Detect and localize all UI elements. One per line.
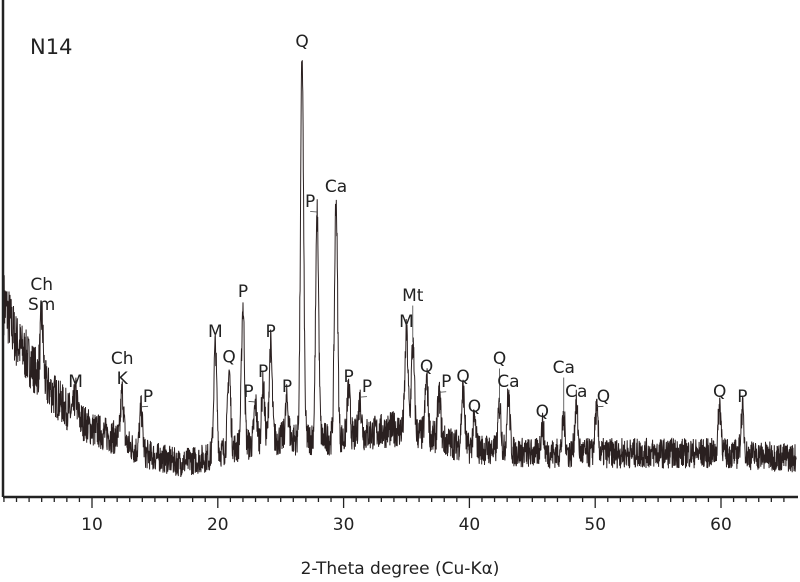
label-leader-line xyxy=(248,401,256,403)
peak-label-group: Q xyxy=(713,382,726,402)
peak-label-group: Ca xyxy=(553,358,575,378)
peak-label: P xyxy=(266,322,276,342)
peak-label: Q xyxy=(456,367,469,387)
peak-label: P xyxy=(305,192,315,212)
x-tick-label: 50 xyxy=(584,515,606,535)
label-leader-line xyxy=(310,211,318,213)
peak-label-group: P xyxy=(258,362,268,382)
peak-label: Mt xyxy=(402,286,424,306)
peak-label-group: M xyxy=(399,312,414,332)
x-axis-label: 2-Theta degree (Cu-Kα) xyxy=(301,559,500,579)
peak-label-group: Q xyxy=(420,357,433,377)
peak-label: M xyxy=(399,312,414,332)
peak-label: Q xyxy=(420,357,433,377)
peak-label: Sm xyxy=(28,295,55,315)
peak-label-group: P xyxy=(143,387,153,407)
peak-label-group: P xyxy=(362,377,372,397)
peak-label: Q xyxy=(295,32,308,52)
peak-label: P xyxy=(343,367,353,387)
label-leader-line xyxy=(596,405,604,408)
peak-label: Q xyxy=(713,382,726,402)
x-tick-label: 40 xyxy=(459,515,481,535)
peak-label-group: Q xyxy=(536,402,549,422)
peak-label: Ch xyxy=(111,349,134,369)
peak-label-group: M xyxy=(68,372,83,392)
x-tick-label: 10 xyxy=(81,515,103,535)
x-tick-label: 60 xyxy=(710,515,732,535)
peak-label-group: Ca xyxy=(565,382,587,402)
peak-label: Ca xyxy=(553,358,575,378)
peak-label: Ch xyxy=(30,275,53,295)
peak-label-group: P xyxy=(737,387,747,407)
xrd-pattern-trace xyxy=(3,60,797,478)
peak-label: K xyxy=(117,369,129,389)
peak-label-group: P xyxy=(343,367,353,387)
peak-label-group: P xyxy=(266,322,276,342)
peak-label-group: P xyxy=(441,372,451,392)
peak-label-group: P xyxy=(282,377,292,397)
peak-label: Ca xyxy=(565,382,587,402)
peak-label-group: P xyxy=(238,282,248,302)
x-tick-label: 30 xyxy=(333,515,355,535)
peak-label-group: M xyxy=(208,322,223,342)
peak-label-group: Q xyxy=(468,397,481,417)
peak-label: Q xyxy=(222,347,235,367)
label-leader-line xyxy=(141,405,149,408)
label-leader-lines xyxy=(141,211,604,418)
label-leader-line xyxy=(359,396,367,398)
peak-label: Q xyxy=(597,387,610,407)
peak-label: Q xyxy=(468,397,481,417)
peak-label: Ca xyxy=(325,177,347,197)
peak-label-group: Ca xyxy=(497,372,519,392)
peak-label-group: Q xyxy=(493,349,506,369)
peak-label: M xyxy=(68,372,83,392)
xrd-pattern-line xyxy=(3,60,797,478)
chart-title: N14 xyxy=(30,35,72,59)
peak-label-group: Ca xyxy=(325,177,347,197)
peak-label-group: Q xyxy=(295,32,308,52)
peak-label-group: Q xyxy=(597,387,610,407)
peak-label-group: P xyxy=(243,382,253,402)
peak-label-group: ChK xyxy=(111,349,134,389)
peak-label: P xyxy=(362,377,372,397)
peak-label: P xyxy=(143,387,153,407)
peak-label: Ca xyxy=(497,372,519,392)
peak-label-group: Q xyxy=(222,347,235,367)
peak-label: P xyxy=(441,372,451,392)
peak-label-group: P xyxy=(305,192,315,212)
peak-label-group: Q xyxy=(456,367,469,387)
peak-label: P xyxy=(258,362,268,382)
peak-label: Q xyxy=(536,402,549,422)
peak-label: P xyxy=(737,387,747,407)
peak-label: M xyxy=(208,322,223,342)
peak-label: P xyxy=(243,382,253,402)
x-tick-label: 20 xyxy=(207,515,229,535)
peak-label: P xyxy=(282,377,292,397)
peak-label-group: Mt xyxy=(402,286,424,306)
peak-label: Q xyxy=(493,349,506,369)
peak-label: P xyxy=(238,282,248,302)
x-axis-ticks: 10 20 30 40 50 60 xyxy=(3,497,785,535)
label-leader-line xyxy=(439,391,447,393)
